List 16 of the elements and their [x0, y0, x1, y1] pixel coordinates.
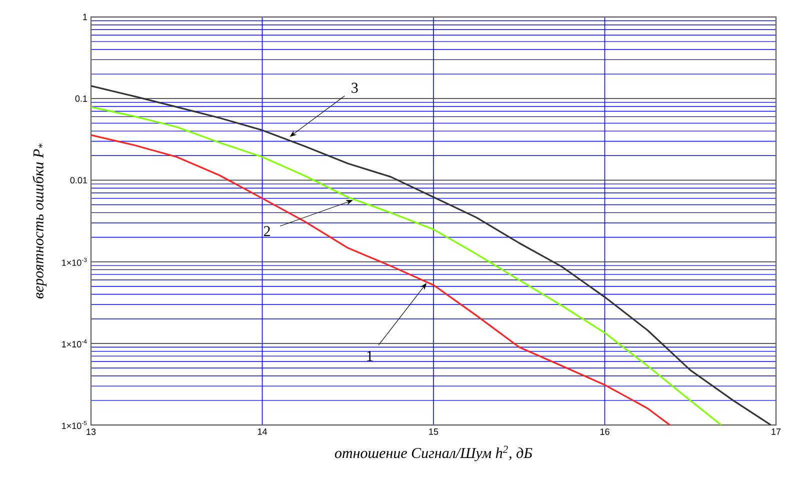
annotation: 2 — [264, 226, 270, 236]
y-tick-label: 1 — [83, 14, 88, 20]
y-tick-label: 1×10$^{-3}$ — [62, 258, 87, 266]
annotation: 3 — [352, 82, 358, 93]
line-series — [91, 134, 671, 426]
x-tick-label: 14 — [258, 428, 267, 435]
x-tick-label: 16 — [600, 428, 610, 435]
y-axis-title: вероятность ошибки P$_{*}$ — [32, 144, 46, 298]
x-axis-title: отношение Сигнал/Шум h$^{2}$, дБ — [334, 446, 532, 462]
x-tick-label: 15 — [429, 428, 438, 435]
y-tick-label: 0.01 — [70, 177, 88, 184]
y-tick-label: 1×10$^{-4}$ — [62, 339, 87, 348]
y-tick-label: 0.1 — [75, 95, 88, 102]
x-tick-label: 13 — [86, 428, 96, 435]
y-tick-label: 1×10$^{-5}$ — [62, 420, 87, 430]
x-tick-label: 17 — [772, 428, 781, 435]
